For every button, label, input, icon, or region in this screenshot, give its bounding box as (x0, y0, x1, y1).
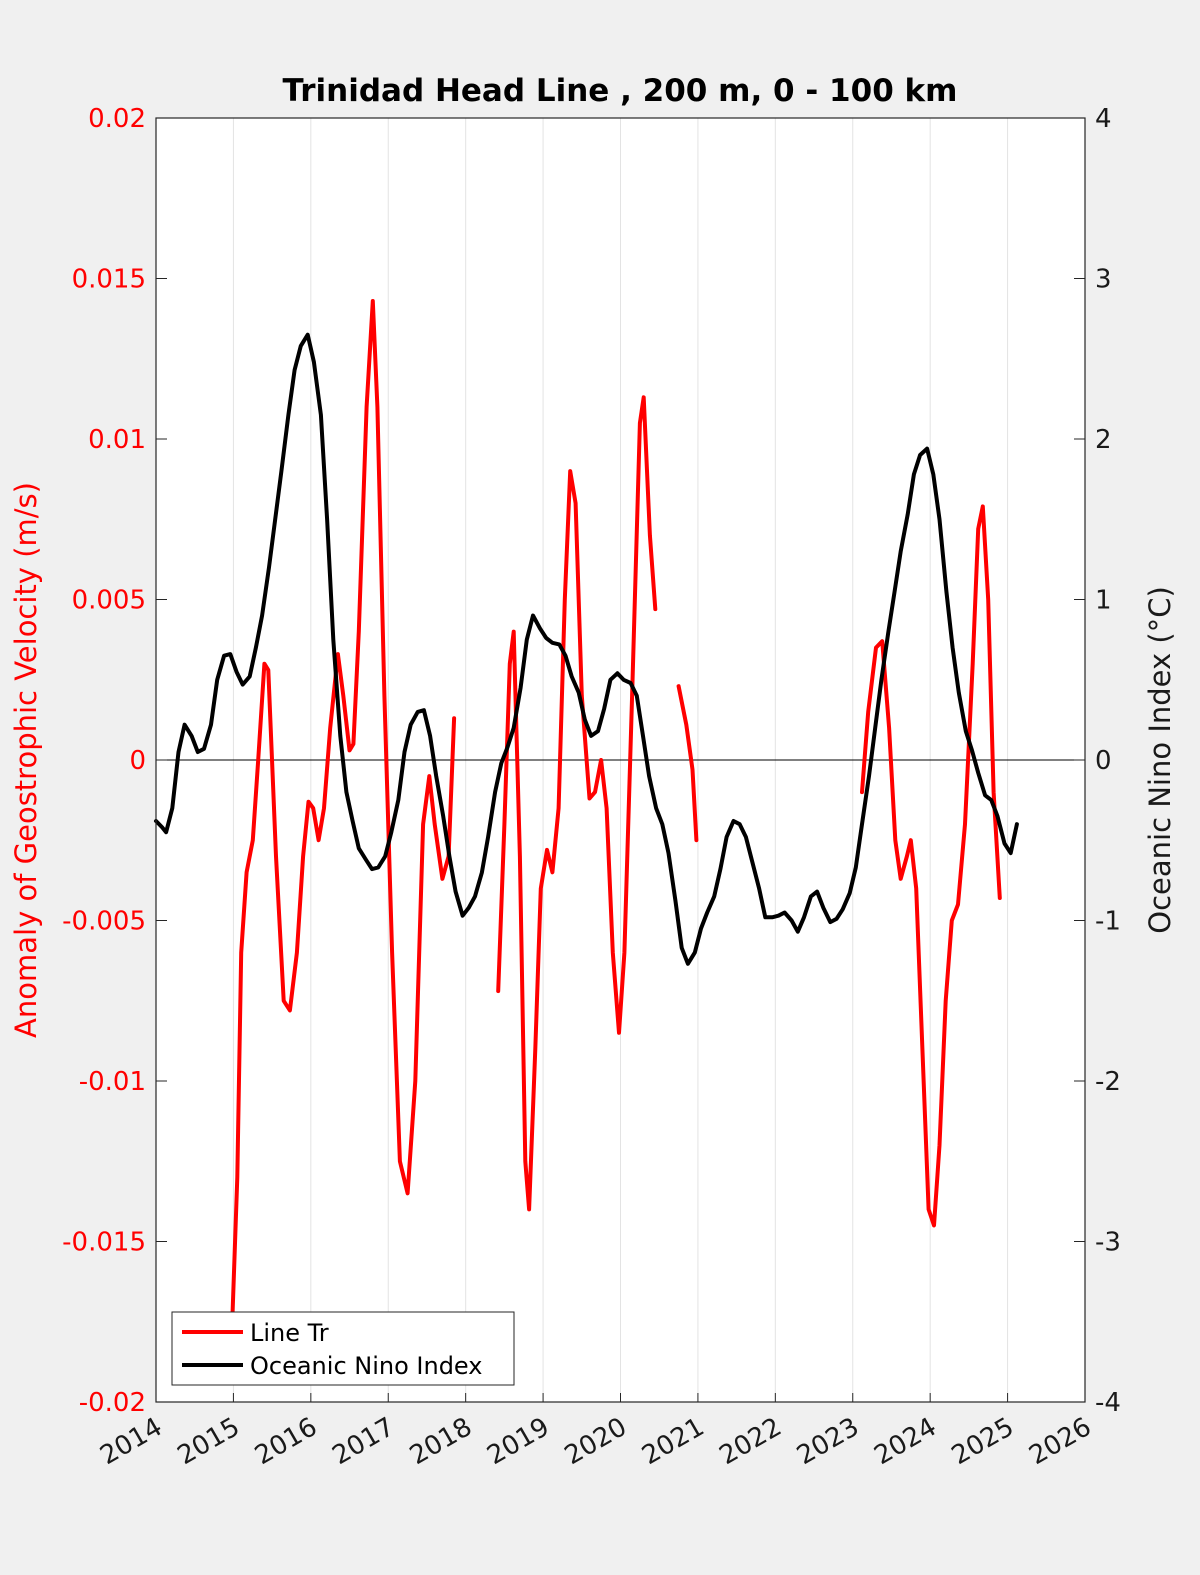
y-left-tick-label: -0.02 (79, 1388, 146, 1418)
x-tick-label: 2023 (792, 1412, 864, 1471)
y-left-tick-label: -0.01 (79, 1067, 146, 1097)
series-line-line-tr (860, 504, 1002, 1228)
legend-box (171, 1311, 515, 1386)
y-right-tick-label: 0 (1095, 746, 1112, 776)
x-tick-label: 2026 (1024, 1412, 1096, 1471)
x-tick-label: 2025 (947, 1412, 1019, 1471)
series-layer (154, 299, 1019, 1315)
x-tick-label: 2022 (715, 1412, 787, 1471)
series-line-line-tr (676, 684, 699, 843)
y-right-tick-label: 4 (1095, 104, 1112, 134)
x-tick-label: 2015 (173, 1412, 245, 1471)
y-right-tick-label: -2 (1095, 1067, 1121, 1097)
y-left-tick-label: 0.02 (88, 104, 146, 134)
series-line-oceanic-nino-index (154, 332, 1019, 966)
y-left-tick-label: -0.005 (62, 907, 146, 937)
y-left-tick-label: -0.015 (62, 1228, 146, 1258)
x-tick-label: 2024 (869, 1412, 941, 1471)
x-tick-label: 2019 (482, 1412, 554, 1471)
x-tick-label: 2016 (250, 1412, 322, 1471)
y-right-tick-label: 3 (1095, 265, 1112, 295)
x-tick-label: 2021 (637, 1412, 709, 1471)
legend-label-line-tr: Line Tr (250, 1319, 329, 1347)
y-right-tick-label: -1 (1095, 907, 1121, 937)
legend-label-oni: Oceanic Nino Index (250, 1352, 482, 1380)
x-tick-label: 2020 (560, 1412, 632, 1471)
x-tick-label: 2018 (405, 1412, 477, 1471)
legend: Line Tr Oceanic Nino Index (171, 1311, 515, 1386)
series-line-line-tr (230, 299, 457, 1315)
y-axis-right-label: Oceanic Nino Index (°C) (1143, 586, 1177, 934)
y-right-tick-label: 1 (1095, 586, 1112, 616)
y-left-tick-label: 0.005 (72, 586, 146, 616)
y-right-tick-label: -4 (1095, 1388, 1121, 1418)
y-left-tick-label: 0.015 (72, 265, 146, 295)
x-tick-label: 2014 (95, 1412, 167, 1471)
y-left-tick-label: 0 (129, 746, 146, 776)
y-axis-left-label: Anomaly of Geostrophic Velocity (m/s) (9, 482, 43, 1038)
x-tick-label: 2017 (327, 1412, 399, 1471)
series-line-line-tr (496, 395, 658, 1212)
y-right-tick-label: -3 (1095, 1228, 1121, 1258)
y-left-tick-label: 0.01 (88, 425, 146, 455)
chart-title: Trinidad Head Line , 200 m, 0 - 100 km (283, 73, 958, 109)
y-right-tick-label: 2 (1095, 425, 1112, 455)
